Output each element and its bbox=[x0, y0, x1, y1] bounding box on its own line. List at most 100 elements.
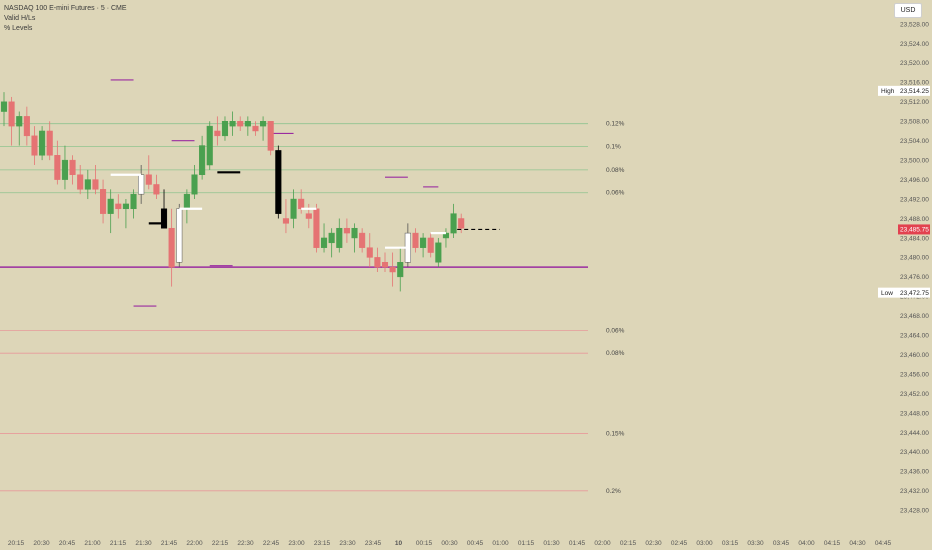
candle-body bbox=[69, 159, 76, 175]
time-tick-label: 22:45 bbox=[263, 540, 280, 547]
price-tick-label: 23,484.00 bbox=[900, 235, 929, 242]
candle bbox=[145, 155, 152, 190]
candles-layer bbox=[0, 92, 465, 292]
candle bbox=[168, 208, 175, 287]
low-tag-label: Low bbox=[881, 290, 893, 297]
indicator-percent-levels[interactable]: % Levels bbox=[4, 25, 33, 32]
candle bbox=[237, 116, 244, 131]
symbol-title[interactable]: NASDAQ 100 E-mini Futures · 5 · CME bbox=[4, 5, 127, 12]
candle bbox=[381, 252, 389, 272]
time-tick-label: 03:00 bbox=[696, 540, 713, 547]
candle bbox=[328, 228, 335, 258]
candle-body bbox=[214, 130, 221, 137]
time-tick-label: 02:30 bbox=[645, 540, 662, 547]
time-tick-label: 01:00 bbox=[492, 540, 509, 547]
candle bbox=[8, 96, 15, 146]
price-tick-label: 23,436.00 bbox=[900, 469, 929, 476]
percent-level-label: 0.2% bbox=[606, 488, 621, 495]
candle-body bbox=[77, 174, 84, 190]
candle-body bbox=[100, 189, 107, 214]
candle bbox=[442, 228, 450, 248]
candle-body bbox=[31, 135, 38, 156]
candle-body bbox=[115, 203, 122, 210]
candle-body bbox=[16, 116, 23, 127]
currency-button[interactable]: USD bbox=[894, 3, 922, 18]
price-tick-label: 23,476.00 bbox=[900, 274, 929, 281]
candle bbox=[0, 92, 8, 127]
candle bbox=[450, 203, 457, 238]
candle bbox=[107, 189, 114, 234]
candle-body bbox=[282, 218, 289, 224]
candle-body bbox=[8, 101, 15, 127]
candle bbox=[160, 189, 168, 229]
candle bbox=[221, 116, 229, 141]
percent-level-label: 0.1% bbox=[606, 144, 621, 151]
candle bbox=[305, 203, 312, 229]
price-tick-label: 23,432.00 bbox=[900, 488, 929, 495]
candle bbox=[320, 223, 328, 253]
time-tick-label: 02:45 bbox=[671, 540, 688, 547]
candle-body bbox=[320, 237, 328, 248]
candle-body bbox=[381, 262, 389, 268]
candle bbox=[61, 145, 69, 190]
candle bbox=[404, 223, 411, 268]
candle bbox=[115, 194, 122, 219]
time-tick-label: 02:15 bbox=[620, 540, 637, 547]
candle bbox=[130, 189, 137, 219]
candle-body bbox=[191, 174, 198, 195]
current-price-tag-value: 23,485.75 bbox=[900, 227, 929, 234]
low-tag-value-bg bbox=[898, 287, 930, 298]
price-tick-label: 23,460.00 bbox=[900, 352, 929, 359]
time-axis[interactable]: 20:15 20:30 20:45 21:00 21:15 21:30 21:45 22:00… bbox=[8, 540, 892, 547]
candle-body bbox=[244, 121, 251, 127]
candle bbox=[252, 121, 259, 136]
candle-body bbox=[313, 208, 320, 248]
price-tick-label: 23,452.00 bbox=[900, 391, 929, 398]
time-tick-label: 21:15 bbox=[110, 540, 127, 547]
current-price-tag-value-bg bbox=[898, 224, 930, 235]
price-tick-label: 23,516.00 bbox=[900, 80, 929, 87]
candle bbox=[336, 218, 343, 253]
price-tick-label: 23,500.00 bbox=[900, 157, 929, 164]
price-tick-label: 23,448.00 bbox=[900, 410, 929, 417]
candle-body bbox=[298, 198, 305, 210]
price-tick-label: 23,456.00 bbox=[900, 371, 929, 378]
price-tick-label: 23,440.00 bbox=[900, 449, 929, 456]
candle bbox=[267, 121, 274, 156]
candle-body bbox=[206, 125, 213, 166]
candle-body bbox=[54, 155, 61, 180]
candle-body bbox=[374, 257, 381, 268]
candle bbox=[275, 145, 282, 219]
candle bbox=[412, 228, 419, 253]
candle-body bbox=[336, 227, 343, 248]
price-axis[interactable]: 23,528.0023,524.0023,520.0023,516.0023,5… bbox=[900, 21, 929, 514]
time-tick-label: 00:15 bbox=[416, 540, 433, 547]
price-tick-label: 23,428.00 bbox=[900, 508, 929, 515]
candle-body bbox=[46, 130, 53, 156]
valid-hl-purple-layer bbox=[0, 79, 588, 307]
candle-body bbox=[84, 179, 91, 190]
candle bbox=[23, 106, 30, 146]
candle-body bbox=[305, 213, 312, 219]
price-tick-label: 23,464.00 bbox=[900, 333, 929, 340]
candle bbox=[153, 174, 160, 200]
candle-body bbox=[61, 159, 69, 180]
candle bbox=[191, 165, 198, 200]
candle bbox=[214, 116, 221, 146]
indicator-valid-hl[interactable]: Valid H/Ls bbox=[4, 15, 36, 22]
candle bbox=[359, 228, 366, 253]
price-tick-label: 23,492.00 bbox=[900, 196, 929, 203]
time-tick-label: 21:30 bbox=[135, 540, 152, 547]
valid-hl-segments-layer bbox=[110, 171, 500, 249]
time-tick-label: 23:45 bbox=[365, 540, 382, 547]
high-tag-value: 23,514.25 bbox=[900, 88, 929, 95]
candle-body bbox=[366, 247, 373, 258]
time-tick-label: 04:15 bbox=[824, 540, 841, 547]
candle-body bbox=[359, 232, 366, 248]
candle bbox=[199, 135, 206, 180]
price-tick-label: 23,508.00 bbox=[900, 119, 929, 126]
price-tick-label: 23,488.00 bbox=[900, 216, 929, 223]
time-tick-label: 04:30 bbox=[849, 540, 866, 547]
candle-body bbox=[39, 130, 46, 156]
